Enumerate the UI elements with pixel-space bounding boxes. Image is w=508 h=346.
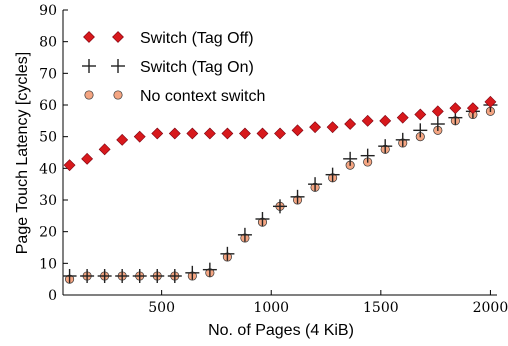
legend-marker — [83, 31, 95, 43]
data-point — [97, 269, 112, 283]
data-point — [203, 127, 216, 140]
data-point — [221, 127, 234, 140]
legend-marker — [112, 31, 124, 43]
data-point — [430, 117, 445, 131]
data-point — [274, 127, 286, 140]
series-circle — [65, 106, 495, 284]
data-point — [361, 114, 374, 127]
data-point — [273, 199, 287, 214]
x-axis-title: No. of Pages (4 KiB) — [208, 322, 354, 339]
data-point — [237, 227, 252, 242]
data-point — [81, 152, 94, 165]
data-point — [80, 269, 95, 283]
y-tick-label: 0 — [48, 288, 57, 304]
y-tick-label: 80 — [39, 35, 57, 51]
data-point — [291, 124, 304, 137]
data-point — [220, 246, 235, 261]
data-point — [308, 177, 323, 192]
data-point — [395, 132, 410, 147]
y-axis-title: Page Touch Latency [cycles] — [14, 52, 31, 255]
data-point — [413, 123, 428, 138]
x-tick-label: 1500 — [363, 300, 399, 316]
legend-item: Switch (Tag On) — [82, 59, 254, 76]
y-tick-label: 30 — [39, 193, 57, 209]
y-tick-label: 60 — [39, 98, 57, 114]
series-diamond — [63, 95, 497, 172]
legend: Switch (Tag Off) Switch (Tag On) No contex… — [82, 30, 265, 105]
legend-marker — [82, 59, 96, 73]
legend-item: Switch (Tag Off) — [83, 30, 254, 47]
data-point — [186, 127, 199, 140]
data-point — [63, 159, 76, 172]
series-layer — [62, 95, 498, 284]
data-point — [150, 269, 165, 283]
data-point — [98, 143, 111, 156]
data-point — [396, 111, 409, 124]
y-tick-label: 50 — [39, 130, 57, 146]
y-tick-label: 90 — [39, 3, 57, 19]
data-point — [309, 121, 321, 134]
legend-label: No context switch — [140, 88, 265, 105]
series-plus — [62, 98, 498, 283]
data-point — [133, 130, 146, 143]
data-point — [379, 114, 392, 127]
data-point — [202, 262, 217, 277]
y-axis-ticks: 0 10 20 30 40 50 60 70 80 90 — [39, 3, 68, 304]
data-point — [360, 148, 375, 163]
data-point — [325, 167, 340, 182]
data-point — [185, 265, 200, 280]
axes — [62, 10, 497, 296]
data-point — [343, 151, 358, 166]
data-point — [116, 133, 129, 146]
x-tick-label: 500 — [148, 300, 175, 316]
data-point — [168, 127, 181, 140]
legend-marker — [113, 90, 123, 100]
y-tick-label: 20 — [39, 225, 57, 241]
legend-marker — [111, 59, 125, 73]
data-point — [255, 212, 270, 226]
data-point — [256, 127, 269, 140]
data-point — [326, 121, 339, 134]
data-point — [378, 139, 393, 154]
data-point — [449, 102, 462, 115]
x-tick-label: 2000 — [473, 300, 508, 316]
legend-label: Switch (Tag On) — [140, 59, 254, 76]
data-point — [414, 108, 427, 121]
y-tick-label: 10 — [39, 256, 57, 272]
data-point — [151, 127, 164, 140]
x-tick-label: 1000 — [253, 300, 289, 316]
y-tick-label: 70 — [39, 66, 57, 82]
y-tick-label: 40 — [39, 161, 57, 177]
data-point — [344, 118, 357, 130]
data-point — [132, 269, 147, 283]
data-point — [115, 269, 130, 283]
data-point — [290, 189, 305, 204]
data-point — [466, 102, 479, 115]
data-point — [484, 95, 497, 108]
x-axis-ticks: 500 1000 1500 2000 — [148, 290, 508, 316]
legend-label: Switch (Tag Off) — [140, 30, 254, 47]
data-point — [167, 269, 182, 283]
data-point — [239, 127, 251, 140]
legend-item: No context switch — [84, 88, 265, 105]
data-point — [62, 269, 77, 283]
data-point — [431, 105, 444, 118]
legend-marker — [84, 90, 94, 100]
